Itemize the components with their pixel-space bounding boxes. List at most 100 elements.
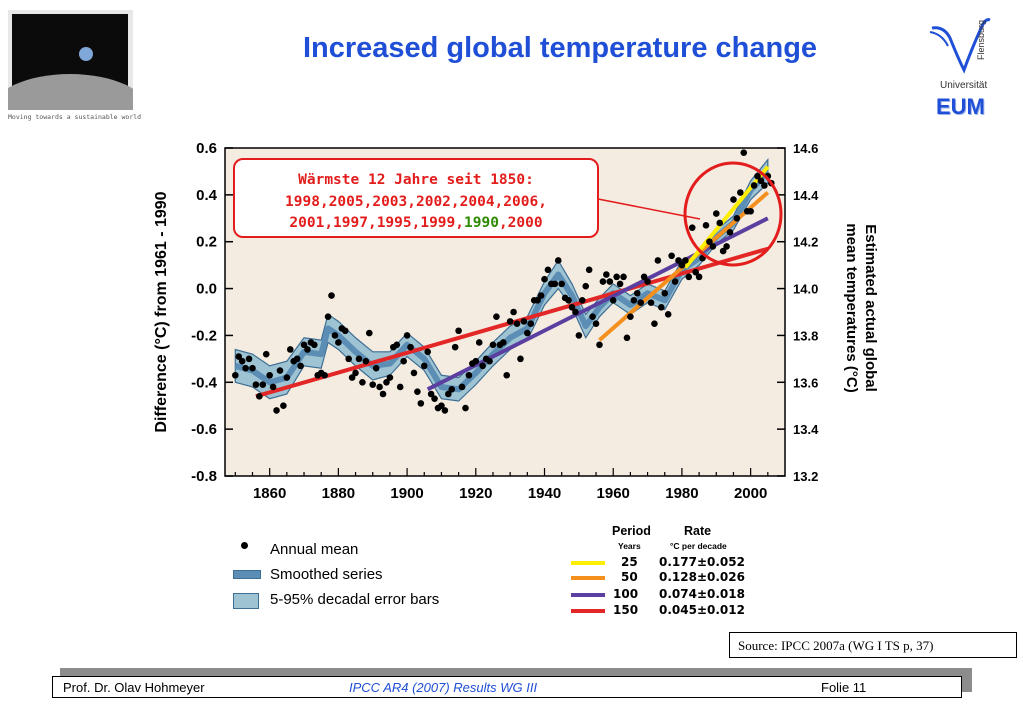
annual-mean-point [431,395,438,402]
annual-mean-point [565,296,572,304]
annual-mean-point [682,257,689,264]
logo-tagline: Moving towards a sustainable world [8,113,142,121]
annual-mean-point [716,219,724,227]
annual-mean-point [383,378,390,386]
annual-mean-point [520,318,528,325]
annual-mean-point [754,172,761,180]
annual-mean-point [479,362,486,370]
annual-mean-point [647,299,655,306]
annual-mean-point [379,390,387,398]
annual-mean-point [534,296,541,304]
annual-mean-point [499,339,507,346]
trend-50-swatch [571,576,605,580]
annual-mean-point [369,381,377,388]
annual-mean-point [603,271,610,278]
trend-100-period: 100 [613,587,639,601]
annual-mean-point [252,381,260,388]
annual-mean-point [630,296,638,304]
annual-mean-point [544,266,552,274]
y-right-axis-label-line1: Estimated actual global [862,224,879,392]
annual-mean-point [256,393,263,400]
annotation-highlight-year: 1990 [464,215,499,231]
annual-mean-point [407,343,414,351]
annual-mean-point [747,207,754,215]
y-right-tick-label: 14.6 [793,141,818,156]
years-subheader: Years [618,541,641,551]
trend-25-swatch [571,561,605,565]
annual-mean-point [695,273,703,281]
page-title: Increased global temperature change [302,32,818,64]
annual-mean-point [441,407,449,414]
annual-mean-point [554,257,562,264]
x-tick-label: 1980 [665,485,698,502]
annual-mean-point [393,341,401,349]
annual-mean-point [489,341,497,349]
annual-mean-point [355,355,363,363]
university-vertical-text: Flensburg [976,20,986,60]
annual-mean-point [712,210,720,217]
annual-mean-point [286,346,294,353]
annual-mean-point [259,381,267,388]
annual-mean-point [671,278,679,285]
annual-mean-point [668,252,675,260]
annual-mean-point [750,182,758,189]
rate-unit-subheader: °C per decade [670,541,727,551]
annual-mean-point [709,243,717,250]
y-right-axis-label-line2: mean temperatures (°C) [843,223,860,392]
annual-mean-point [706,238,713,246]
annual-mean-point [465,371,473,379]
annual-mean-point [283,374,291,381]
annual-mean-point [592,320,600,328]
annual-mean-point [359,378,366,386]
trend-25-period: 25 [621,555,638,569]
annual-mean-point [644,278,651,285]
annual-mean-point [524,329,531,337]
footer-bar: Prof. Dr. Olav Hohmeyer IPCC AR4 (2007) … [52,676,962,698]
annual-mean-point [503,371,511,379]
annual-mean-point [658,304,665,311]
y-right-tick-label: 13.2 [793,469,818,484]
y-tick-label: 0.2 [196,234,217,251]
annual-mean-point [609,296,617,304]
y-right-tick-label: 13.4 [793,422,819,437]
y-right-tick-label: 13.8 [793,328,818,343]
trend-50-period: 50 [621,570,638,584]
annual-mean-point [616,280,624,288]
annual-mean-point [654,257,662,264]
x-tick-label: 1880 [322,485,355,502]
annual-mean-point [458,383,466,391]
annual-mean-point [438,402,445,410]
annual-mean-point [688,224,696,231]
annual-mean-point [304,346,311,353]
footer-report: IPCC AR4 (2007) Results WG III [349,680,538,695]
annual-mean-point [723,243,730,250]
annotation-pointer [597,198,701,220]
annotation-line3-start: 2001,1997,1995,1999, [289,215,464,231]
smoothed-series-legend-marker [233,570,261,579]
annual-mean-point [757,177,765,185]
annual-mean-point [293,355,301,363]
annual-mean-point [613,273,620,281]
annual-mean-point [280,402,287,410]
annual-mean-point [599,278,607,285]
university-name: Universität [940,80,988,91]
annual-mean-point [455,327,462,335]
annual-mean-point [730,196,737,203]
annual-mean-point [352,369,359,377]
y-tick-label: -0.4 [191,374,218,391]
trend-100-rate: 0.074±0.018 [659,587,745,601]
annotation-line3-end: ,2000 [499,215,543,231]
annual-mean-point [262,350,270,358]
annual-mean-point [311,341,318,349]
trend-150-swatch [571,609,605,613]
y-tick-label: 0.6 [196,140,217,157]
annual-mean-point [445,390,452,398]
annual-mean-point [719,247,727,255]
annual-mean-point [620,273,627,281]
annual-mean-point [493,313,500,320]
annual-mean-point [362,357,370,365]
annual-mean-point [448,386,456,393]
y-right-tick-label: 14.4 [793,188,819,203]
annual-mean-point [348,374,356,381]
